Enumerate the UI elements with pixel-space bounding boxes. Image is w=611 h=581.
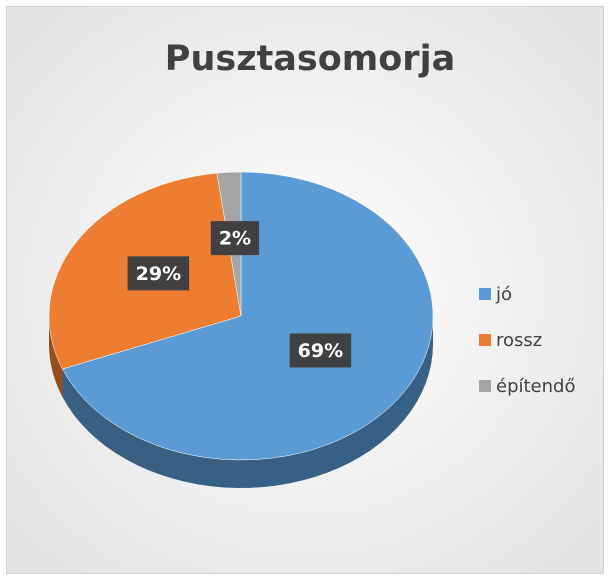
data-label-text: 69% (298, 340, 343, 362)
legend-swatch (479, 380, 491, 392)
data-label: 2% (210, 221, 260, 256)
data-label: 29% (127, 256, 190, 291)
legend-label: építendő (496, 376, 575, 397)
legend-swatch (479, 334, 491, 346)
legend-swatch (479, 288, 491, 300)
chart-title: Pusztasomorja (165, 39, 455, 79)
legend-label: jó (495, 284, 512, 305)
legend-label: rossz (496, 330, 542, 351)
data-label-box (210, 221, 260, 256)
data-label-text: 2% (219, 228, 251, 250)
slice (62, 171, 434, 461)
data-label-box (289, 333, 352, 368)
slice-side (49, 316, 63, 398)
data-label: 69% (289, 333, 352, 368)
data-label-box (127, 256, 190, 291)
data-label-text: 29% (136, 263, 181, 285)
